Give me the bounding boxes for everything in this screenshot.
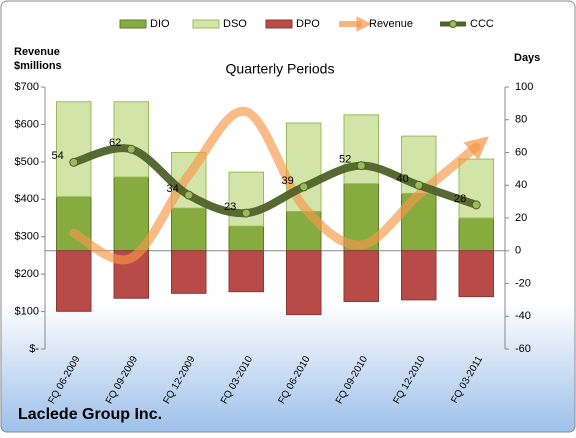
bar [228, 225, 264, 252]
legend-swatch [265, 19, 293, 29]
legend-label: DPO [296, 18, 320, 30]
y2-tick-label: -20 [515, 277, 531, 289]
data-label: 40 [397, 173, 409, 185]
y2-tick-label: 100 [515, 81, 533, 93]
bar [343, 114, 379, 185]
legend-label: Revenue [369, 18, 413, 30]
legend-label: CCC [470, 18, 494, 30]
bar [343, 250, 379, 303]
bar [171, 207, 207, 252]
point [241, 208, 251, 218]
y2-tick-label: 80 [515, 114, 527, 126]
bar [458, 250, 494, 298]
y-tick-label: $700 [15, 81, 39, 93]
y2-tick-label: -40 [515, 310, 531, 322]
y-tick-label: $- [29, 343, 39, 355]
bar [56, 250, 92, 312]
bar [113, 101, 149, 178]
point [414, 180, 424, 190]
data-label: 62 [109, 137, 121, 149]
point [471, 200, 481, 210]
y-tick-label: $300 [15, 231, 39, 243]
legend-swatch [449, 20, 457, 28]
y-axis-label: $millions [14, 60, 62, 72]
bar [286, 122, 322, 212]
bar [228, 171, 264, 227]
data-label: 23 [224, 201, 236, 213]
y-tick-label: $100 [15, 305, 39, 317]
legend-label: DIO [150, 18, 170, 30]
legend-swatch [119, 19, 147, 29]
data-label: 34 [167, 183, 179, 195]
point [184, 190, 194, 200]
bar [401, 250, 437, 301]
bar [228, 250, 264, 293]
point [69, 157, 79, 167]
y2-tick-label: -60 [515, 343, 531, 355]
chart-title: Quarterly Periods [226, 61, 335, 77]
data-label: 52 [339, 154, 351, 166]
footer: Laclede Group Inc. [18, 406, 162, 423]
data-label: 28 [454, 193, 466, 205]
y2-tick-label: 0 [515, 245, 521, 257]
y-tick-label: $200 [15, 268, 39, 280]
y2-axis-label: Days [514, 52, 540, 64]
point [299, 182, 309, 192]
y-tick-label: $400 [15, 193, 39, 205]
y-tick-label: $500 [15, 156, 39, 168]
y2-tick-label: 20 [515, 212, 527, 224]
y2-tick-label: 40 [515, 179, 527, 191]
point [356, 161, 366, 171]
bar [171, 250, 207, 294]
bar [56, 101, 92, 198]
bar [458, 217, 494, 252]
line [69, 107, 489, 265]
bar [113, 176, 149, 252]
point [126, 144, 136, 154]
line [69, 144, 481, 218]
data-label: 39 [282, 175, 294, 187]
y2-tick-label: 60 [515, 146, 527, 158]
legend-label: DSO [223, 18, 247, 30]
data-label: 54 [52, 150, 64, 162]
y-axis-label: Revenue [14, 46, 60, 58]
legend-swatch [192, 19, 220, 29]
bar [286, 250, 322, 316]
y-tick-label: $600 [15, 118, 39, 130]
